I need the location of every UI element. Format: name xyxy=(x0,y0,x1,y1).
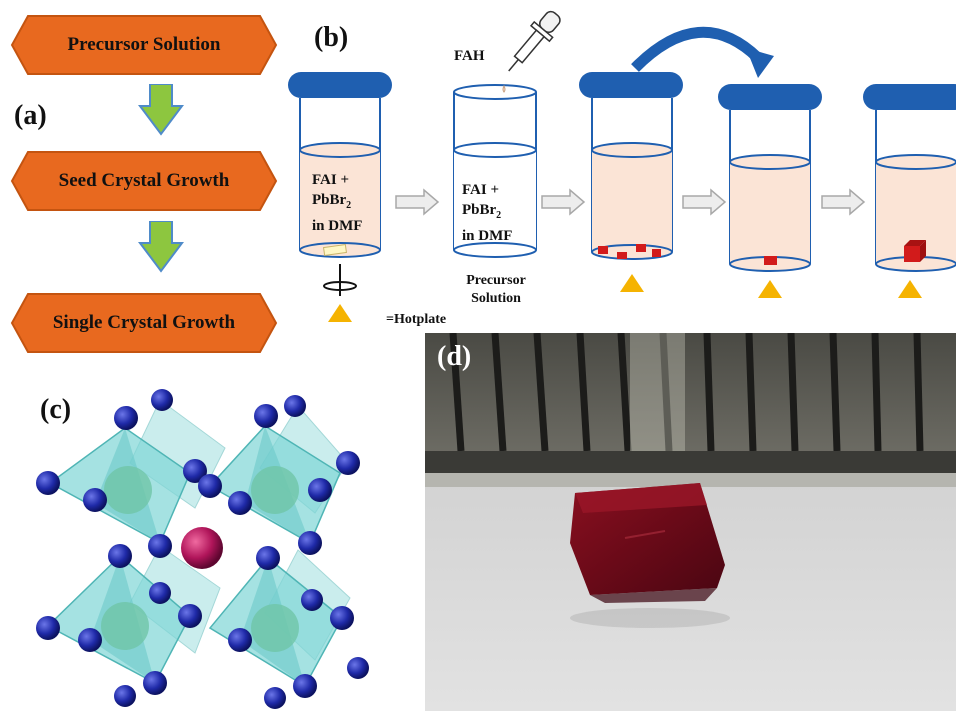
flow-step-precursor: Precursor Solution xyxy=(10,14,278,76)
crystal-structure xyxy=(36,389,369,709)
down-arrow-icon xyxy=(138,84,184,136)
dropper-icon xyxy=(508,10,561,72)
beaker-4 xyxy=(718,84,822,298)
hotplate-legend: =Hotplate xyxy=(386,312,447,327)
hotplate-icon xyxy=(328,304,352,322)
crystal-photo-drawing xyxy=(425,333,956,711)
synthesis-schematic xyxy=(288,10,956,322)
beaker-1-contents: FAI + PbBr2 in DMF xyxy=(312,170,362,236)
beaker-1-line-1: FAI + xyxy=(312,172,350,188)
flow-step-label: Precursor Solution xyxy=(67,34,221,55)
beaker-2-pbbr: PbBr xyxy=(462,202,497,218)
flow-step-single: Single Crystal Growth xyxy=(10,292,278,354)
hotplate-icon xyxy=(898,280,922,298)
beaker-5 xyxy=(863,84,956,298)
beaker-1 xyxy=(288,72,392,322)
seed-crystal xyxy=(652,249,661,257)
crystal-photo: (d) xyxy=(425,333,956,711)
seed-crystal xyxy=(764,256,777,265)
transfer-arrow-icon xyxy=(631,26,762,72)
right-arrow-icon xyxy=(821,188,866,216)
precursor-caption: Precursor Solution xyxy=(458,272,534,308)
octahedron xyxy=(208,556,343,688)
beaker-1-line-2: PbBr2 xyxy=(312,190,362,216)
beaker-3 xyxy=(579,72,683,292)
ruler-ticks xyxy=(449,333,924,452)
hexagon-shape xyxy=(10,293,278,353)
precursor-caption-line-1: Precursor xyxy=(466,273,526,288)
seed-crystal xyxy=(617,252,627,259)
panel-label-a: (a) xyxy=(14,100,47,131)
beaker-2-subscript: 2 xyxy=(496,210,502,221)
beaker-1-line-3: in DMF xyxy=(312,218,363,234)
flow-step-seed: Seed Crystal Growth xyxy=(10,150,278,212)
panel-label-c: (c) xyxy=(40,394,72,425)
beaker-2-contents: FAI + PbBr2 in DMF xyxy=(462,180,512,246)
beaker-2 xyxy=(453,84,537,258)
right-arrow-icon xyxy=(541,188,586,216)
panel-label-d: (d) xyxy=(437,341,472,372)
hotplate-icon xyxy=(758,280,782,298)
right-arrow-icon xyxy=(682,188,727,216)
beaker-2-line-2: PbBr2 xyxy=(462,200,512,226)
beaker-2-line-3: in DMF xyxy=(462,228,513,244)
octahedron xyxy=(48,427,191,545)
beaker-1-subscript: 2 xyxy=(346,200,352,211)
stir-bar-icon xyxy=(322,243,348,257)
hotplate-icon xyxy=(620,274,644,292)
flow-step-label: Seed Crystal Growth xyxy=(58,170,230,191)
halide-atoms xyxy=(36,389,369,709)
fah-label: FAH xyxy=(454,48,485,64)
octahedron xyxy=(208,425,341,545)
down-arrow-icon xyxy=(138,221,184,273)
flow-step-label: Single Crystal Growth xyxy=(52,312,236,333)
hexagon-shape xyxy=(10,151,278,211)
cation-atom xyxy=(181,527,223,569)
seed-crystal xyxy=(636,244,646,252)
beaker-1-pbbr: PbBr xyxy=(312,192,347,208)
right-arrow-icon xyxy=(395,188,440,216)
panel-label-b: (b) xyxy=(314,22,349,53)
hexagon-shape xyxy=(10,15,278,75)
precursor-caption-line-2: Solution xyxy=(471,291,521,306)
beaker-2-line-1: FAI + xyxy=(462,182,500,198)
single-crystal xyxy=(904,246,920,262)
seed-crystal xyxy=(598,246,608,254)
